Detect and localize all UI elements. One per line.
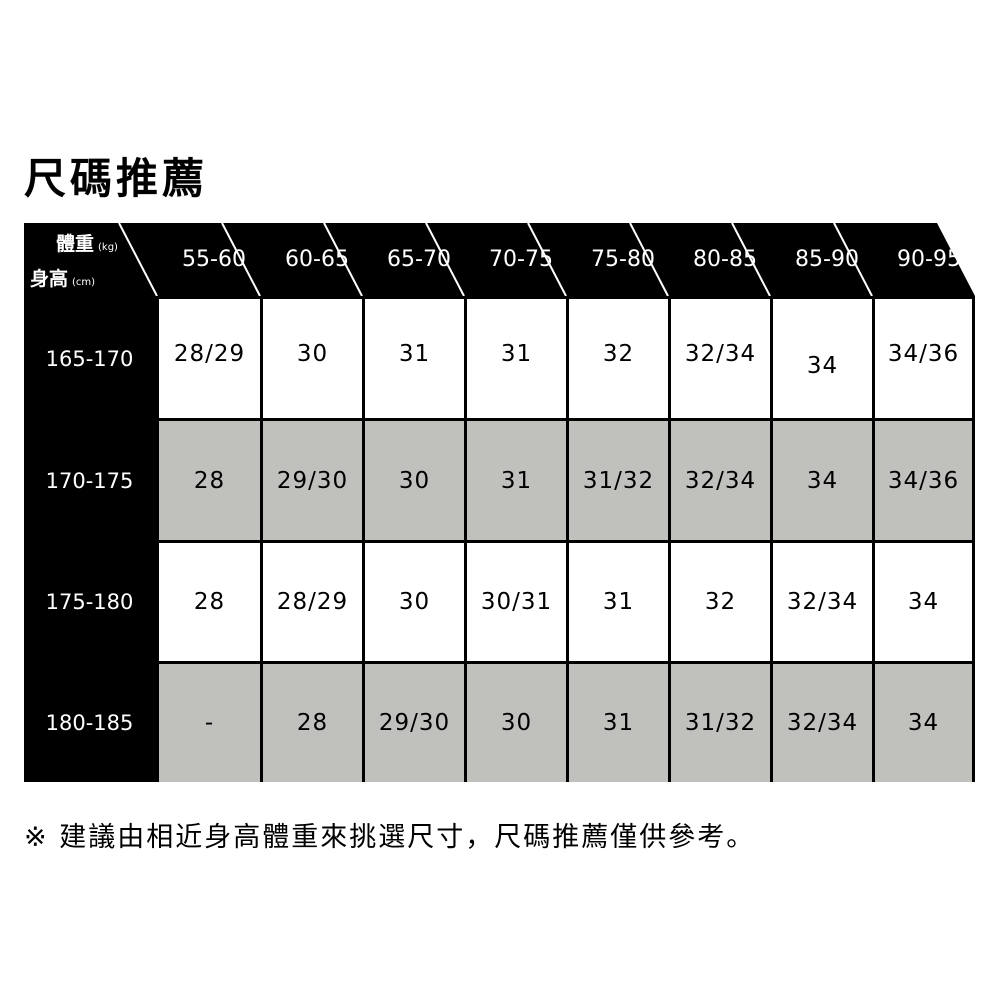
header-divider bbox=[221, 222, 261, 297]
size-cell: 31 bbox=[467, 421, 566, 540]
size-cell: 32/34 bbox=[773, 664, 872, 782]
header-divider bbox=[425, 222, 465, 297]
height-range-header: 165-170 bbox=[24, 299, 155, 418]
page-title: 尺碼推薦 bbox=[24, 154, 209, 203]
size-cell: 32 bbox=[671, 543, 770, 661]
size-cell: 29/30 bbox=[263, 421, 362, 540]
header-divider bbox=[833, 222, 873, 297]
weight-range-header: 80-85 bbox=[693, 247, 757, 272]
size-cell: 31 bbox=[569, 543, 668, 661]
size-cell: - bbox=[159, 664, 260, 782]
size-cell: 32 bbox=[569, 299, 668, 418]
size-cell: 30 bbox=[263, 299, 362, 418]
size-cell: 31/32 bbox=[569, 421, 668, 540]
weight-range-header: 70-75 bbox=[489, 247, 553, 272]
height-range-header: 170-175 bbox=[24, 421, 155, 540]
weight-range-header: 90-95 bbox=[897, 247, 961, 272]
size-cell: 30 bbox=[365, 421, 464, 540]
size-cell: 34/36 bbox=[875, 299, 972, 418]
size-cell: 28/29 bbox=[263, 543, 362, 661]
size-cell: 32/34 bbox=[671, 421, 770, 540]
size-cell: 31 bbox=[569, 664, 668, 782]
size-cell: 28/29 bbox=[159, 299, 260, 418]
size-cell: 32/34 bbox=[773, 543, 872, 661]
header-divider bbox=[323, 222, 363, 297]
size-cell: 28 bbox=[159, 421, 260, 540]
size-cell: 34 bbox=[773, 299, 872, 418]
weight-axis-label: 體重 (kg) bbox=[56, 233, 118, 255]
height-axis-label: 身高 (cm) bbox=[30, 268, 96, 290]
size-cell: 30 bbox=[467, 664, 566, 782]
size-cell: 28 bbox=[159, 543, 260, 661]
weight-range-header: 75-80 bbox=[591, 247, 655, 272]
header-divider bbox=[629, 222, 669, 297]
size-cell: 34/36 bbox=[875, 421, 972, 540]
size-cell: 34 bbox=[875, 543, 972, 661]
size-table: 165-170 28/29 30 31 31 32 32/34 34 34/36 170-175 2… bbox=[24, 296, 975, 782]
weight-range-header: 65-70 bbox=[387, 247, 451, 272]
height-range-header: 175-180 bbox=[24, 543, 155, 661]
table-header-background bbox=[24, 222, 975, 297]
size-cell: 29/30 bbox=[365, 664, 464, 782]
size-cell: 30/31 bbox=[467, 543, 566, 661]
header-divider bbox=[118, 222, 158, 297]
size-cell: 34 bbox=[773, 421, 872, 540]
size-cell: 30 bbox=[365, 543, 464, 661]
header-divider bbox=[731, 222, 771, 297]
size-cell: 32/34 bbox=[671, 299, 770, 418]
footnote: ※ 建議由相近身高體重來挑選尺寸，尺碼推薦僅供參考。 bbox=[24, 822, 756, 853]
height-range-header: 180-185 bbox=[24, 664, 155, 782]
weight-range-header: 60-65 bbox=[285, 247, 349, 272]
size-cell: 31 bbox=[467, 299, 566, 418]
size-cell: 34 bbox=[875, 664, 972, 782]
weight-range-header: 85-90 bbox=[795, 247, 859, 272]
size-cell: 28 bbox=[263, 664, 362, 782]
size-cell: 31 bbox=[365, 299, 464, 418]
header-divider bbox=[527, 222, 567, 297]
weight-range-header: 55-60 bbox=[182, 247, 246, 272]
size-cell: 31/32 bbox=[671, 664, 770, 782]
